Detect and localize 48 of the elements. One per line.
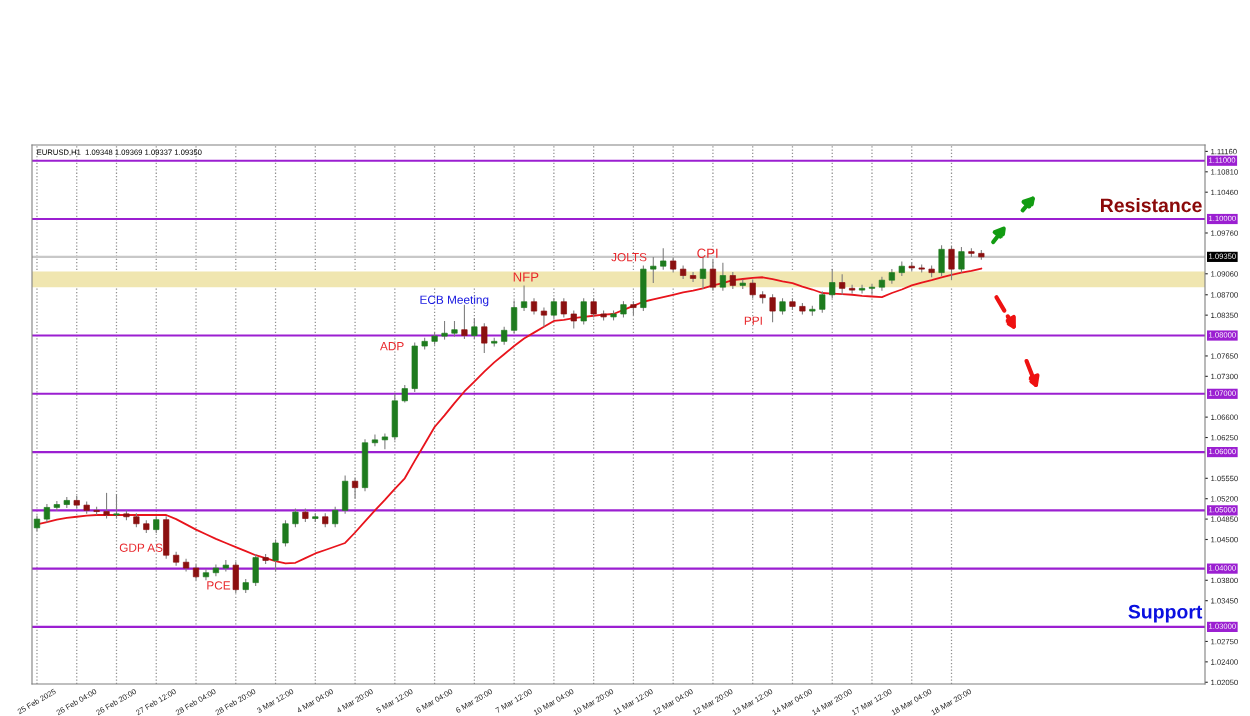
candlestick xyxy=(550,297,557,320)
candlestick xyxy=(53,500,60,512)
candlestick xyxy=(43,503,50,524)
candlestick xyxy=(580,297,587,326)
annotation: Support xyxy=(1128,604,1203,623)
candlestick xyxy=(849,284,856,295)
candlestick xyxy=(819,290,826,314)
candlestick xyxy=(471,317,478,340)
candlestick xyxy=(292,508,299,528)
candlestick xyxy=(351,477,359,500)
candlestick xyxy=(749,279,756,299)
candlestick xyxy=(709,259,717,292)
candlestick xyxy=(719,262,726,292)
candlestick xyxy=(501,326,508,346)
candlestick xyxy=(481,322,488,354)
candlestick xyxy=(590,297,597,319)
candlestick xyxy=(839,273,846,296)
candlestick xyxy=(938,244,945,277)
candlestick xyxy=(511,300,518,335)
candlestick xyxy=(868,283,876,296)
annotation: JOLTS xyxy=(611,253,647,262)
candlestick xyxy=(560,297,567,319)
candlestick xyxy=(441,320,448,341)
annotation: CPI xyxy=(697,248,718,258)
candlestick xyxy=(650,256,657,284)
candlestick xyxy=(202,568,210,581)
candlestick xyxy=(660,247,667,271)
annotation: PPI xyxy=(744,316,762,325)
candlestick xyxy=(103,492,110,520)
annotation: PCE xyxy=(207,581,231,590)
candlestick xyxy=(332,506,339,528)
candlestick xyxy=(371,434,379,447)
annotation: NFP xyxy=(513,272,539,282)
candlestick xyxy=(958,246,965,274)
candlestick xyxy=(282,519,289,548)
candlestick xyxy=(570,309,577,330)
candlestick xyxy=(858,284,866,295)
candlestick xyxy=(829,268,836,299)
candlestick xyxy=(520,284,528,312)
candlestick xyxy=(381,432,388,450)
annotation: GDP AS xyxy=(119,543,163,552)
annotation: ECB Meeting xyxy=(420,295,489,307)
candlestick xyxy=(689,271,697,283)
annotation: ADP xyxy=(380,342,404,351)
candlestick xyxy=(769,293,776,323)
candlestick xyxy=(540,307,548,328)
candlestick xyxy=(699,256,707,290)
annotation: Resistance xyxy=(1101,197,1202,213)
